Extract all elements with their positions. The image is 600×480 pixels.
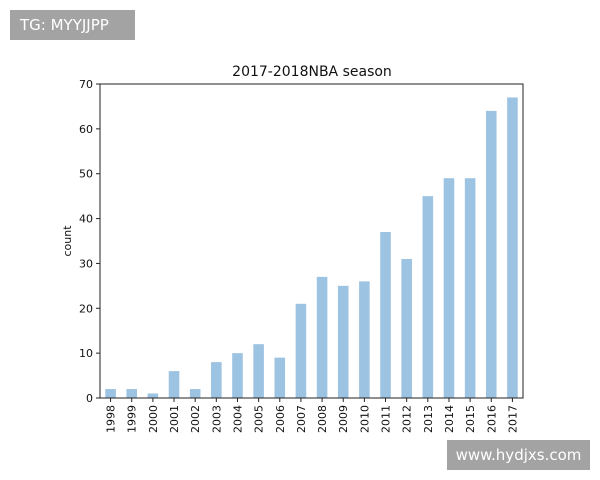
x-tick-label: 2011 <box>380 405 393 433</box>
bar-2017 <box>507 97 518 398</box>
x-tick-label: 2012 <box>401 405 414 433</box>
y-tick-label: 40 <box>79 213 93 226</box>
bar-2009 <box>337 285 349 398</box>
bar-2012 <box>401 258 412 398</box>
x-tick-label: 2016 <box>485 405 498 433</box>
bar-2007 <box>295 303 307 398</box>
x-tick-label: 2002 <box>189 405 202 433</box>
bar-2008 <box>316 276 328 398</box>
x-tick-label: 2014 <box>443 405 456 433</box>
bar-2001 <box>168 371 180 398</box>
bar-2003 <box>211 362 222 398</box>
bar-2000 <box>147 393 159 398</box>
x-tick-label: 2004 <box>231 405 244 433</box>
bar-2002 <box>189 389 201 398</box>
y-tick-label: 30 <box>79 257 93 270</box>
x-tick-label: 1998 <box>105 405 118 433</box>
y-tick-label: 0 <box>86 392 93 405</box>
x-tick-label: 2010 <box>358 405 371 433</box>
bar-2006 <box>274 357 286 398</box>
bar-1998 <box>105 389 116 398</box>
y-tick-label: 50 <box>79 168 93 181</box>
bar-2016 <box>485 110 497 399</box>
x-tick-label: 2005 <box>253 405 266 433</box>
bar-2011 <box>380 232 391 398</box>
y-tick-label: 70 <box>79 78 93 91</box>
x-tick-label: 2009 <box>337 405 350 433</box>
x-tick-label: 1999 <box>126 405 139 433</box>
x-tick-label: 2017 <box>506 405 519 433</box>
watermark-top: TG: MYYJJPP <box>10 10 135 40</box>
y-tick-label: 20 <box>79 302 93 315</box>
watermark-bottom: www.hydjxs.com <box>447 440 590 470</box>
plot-frame <box>99 83 524 399</box>
x-tick-label: 2015 <box>464 405 477 433</box>
x-tick-label: 2008 <box>316 405 329 433</box>
x-tick-label: 2001 <box>168 405 181 433</box>
bar-2013 <box>422 196 434 398</box>
bar-2010 <box>359 281 370 398</box>
x-tick-label: 2013 <box>422 405 435 433</box>
y-tick-label: 60 <box>79 123 93 136</box>
y-tick-label: 10 <box>79 347 93 360</box>
chart-title: 2017-2018NBA season <box>232 64 392 80</box>
y-axis-label: count <box>61 225 74 257</box>
x-tick-label: 2007 <box>295 405 308 433</box>
x-tick-label: 2006 <box>274 405 287 433</box>
bar-1999 <box>126 389 138 398</box>
x-tick-label: 2003 <box>210 405 223 433</box>
bar-2005 <box>253 344 264 398</box>
bar-2004 <box>232 353 243 398</box>
bar-2015 <box>464 178 476 398</box>
x-tick-label: 2000 <box>147 405 160 433</box>
bar-2014 <box>443 178 455 398</box>
